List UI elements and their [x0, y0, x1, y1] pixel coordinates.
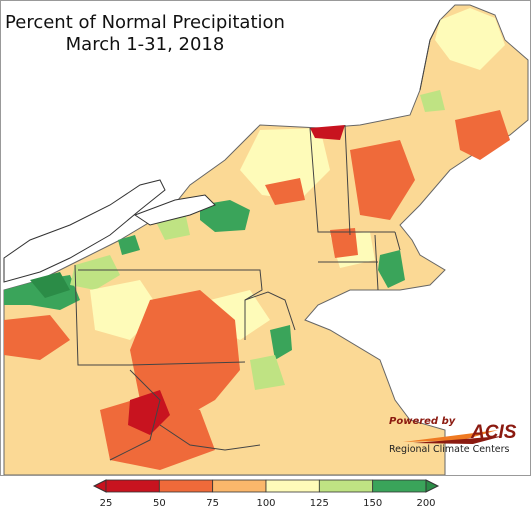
great-lakes	[3, 179, 216, 283]
state-borders	[74, 19, 441, 461]
acis-logo: Powered by ACIS Regional Climate Centers	[383, 414, 516, 458]
legend-under-arrow	[92, 479, 107, 493]
legend-tick-label: 125	[309, 498, 329, 509]
legend-bin	[105, 479, 160, 493]
legend-bin	[318, 479, 374, 493]
above-normal-areas	[4, 90, 445, 390]
color-legend: 25 50 75 100 125 150 200	[92, 478, 442, 509]
logo-powered-by: Powered by	[389, 416, 456, 427]
legend-bin	[265, 479, 320, 493]
logo-subtitle: Regional Climate Centers	[389, 444, 510, 455]
legend-tick-label: 100	[256, 498, 276, 509]
legend-bin	[158, 479, 214, 493]
legend-bin	[372, 479, 427, 493]
legend-tick-label: 25	[99, 498, 113, 509]
below-normal-areas	[4, 110, 510, 470]
legend-bin	[212, 479, 267, 493]
legend-over-arrow	[425, 479, 440, 493]
legend-tick-label: 150	[363, 498, 383, 509]
logo-name: ACIS	[471, 422, 517, 443]
map-subtitle: March 1-31, 2018	[65, 34, 225, 55]
legend-tick-label: 50	[152, 498, 166, 509]
legend-tick-label: 200	[416, 498, 436, 509]
map-title: Percent of Normal Precipitation	[5, 12, 285, 33]
legend-colorbar	[92, 479, 440, 493]
legend-tick-label: 75	[206, 498, 220, 509]
acis-swoosh-graphic	[403, 430, 503, 444]
